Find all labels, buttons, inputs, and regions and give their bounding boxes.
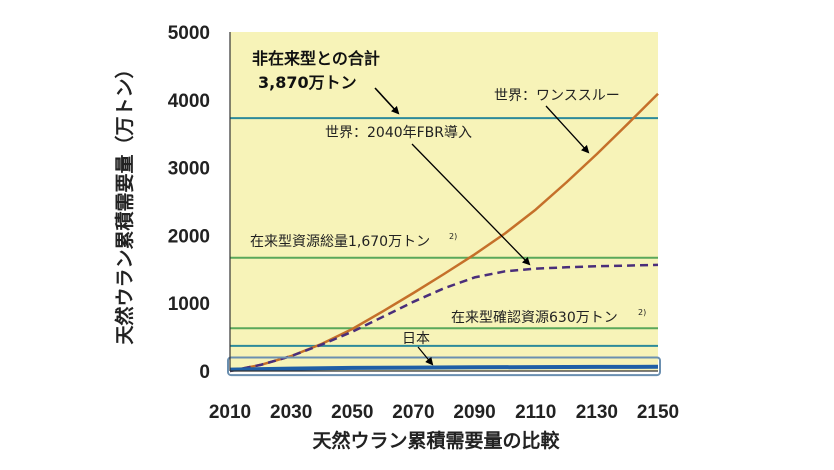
- conventional-confirmed-label: 在来型確認資源630万トン: [451, 310, 618, 326]
- japan-label: 日本: [402, 331, 430, 347]
- once-through-label: 世界：ワンススルー: [494, 88, 620, 104]
- conventional-confirmed-footnote: 2): [638, 308, 646, 317]
- y-tick-label: 1000: [168, 294, 210, 315]
- series-line-0: [229, 92, 659, 373]
- y-axis-title: 天然ウラン累積需要量（万トン）: [113, 59, 136, 344]
- unconventional-arrow: [374, 87, 400, 115]
- fbr-label: 世界：2040年FBR導入: [325, 125, 472, 141]
- y-tick-label: 4000: [168, 91, 210, 112]
- unconventional-total-label: 非在来型との合計: [252, 49, 380, 68]
- plot-area: [230, 32, 658, 371]
- x-tick-label: 2130: [576, 402, 618, 423]
- x-tick-label: 2010: [209, 402, 251, 423]
- y-tick-label: 2000: [168, 226, 210, 247]
- once-through-arrow: [545, 105, 590, 154]
- x-tick-label: 2110: [515, 402, 556, 423]
- series-line-2: [229, 364, 659, 372]
- x-tick-label: 2070: [392, 402, 434, 423]
- y-tick-label: 5000: [168, 23, 210, 44]
- japan-arrow: [417, 346, 434, 366]
- y-tick-label: 0: [199, 362, 210, 383]
- unconventional-total-value: 3,870万トン: [258, 73, 357, 92]
- japan-highlight-box: [227, 356, 661, 377]
- conventional-total-label: 在来型資源総量1,670万トン: [250, 234, 430, 250]
- y-tick-label: 3000: [168, 159, 210, 180]
- x-axis-title: 天然ウラン累積需要量の比較: [312, 429, 560, 452]
- x-tick-label: 2030: [270, 402, 312, 423]
- x-tick-label: 2050: [331, 402, 373, 423]
- x-tick-label: 2150: [637, 402, 679, 423]
- fbr-arrow: [411, 143, 531, 266]
- conventional-total-footnote: 2): [449, 232, 457, 241]
- x-tick-label: 2090: [453, 402, 495, 423]
